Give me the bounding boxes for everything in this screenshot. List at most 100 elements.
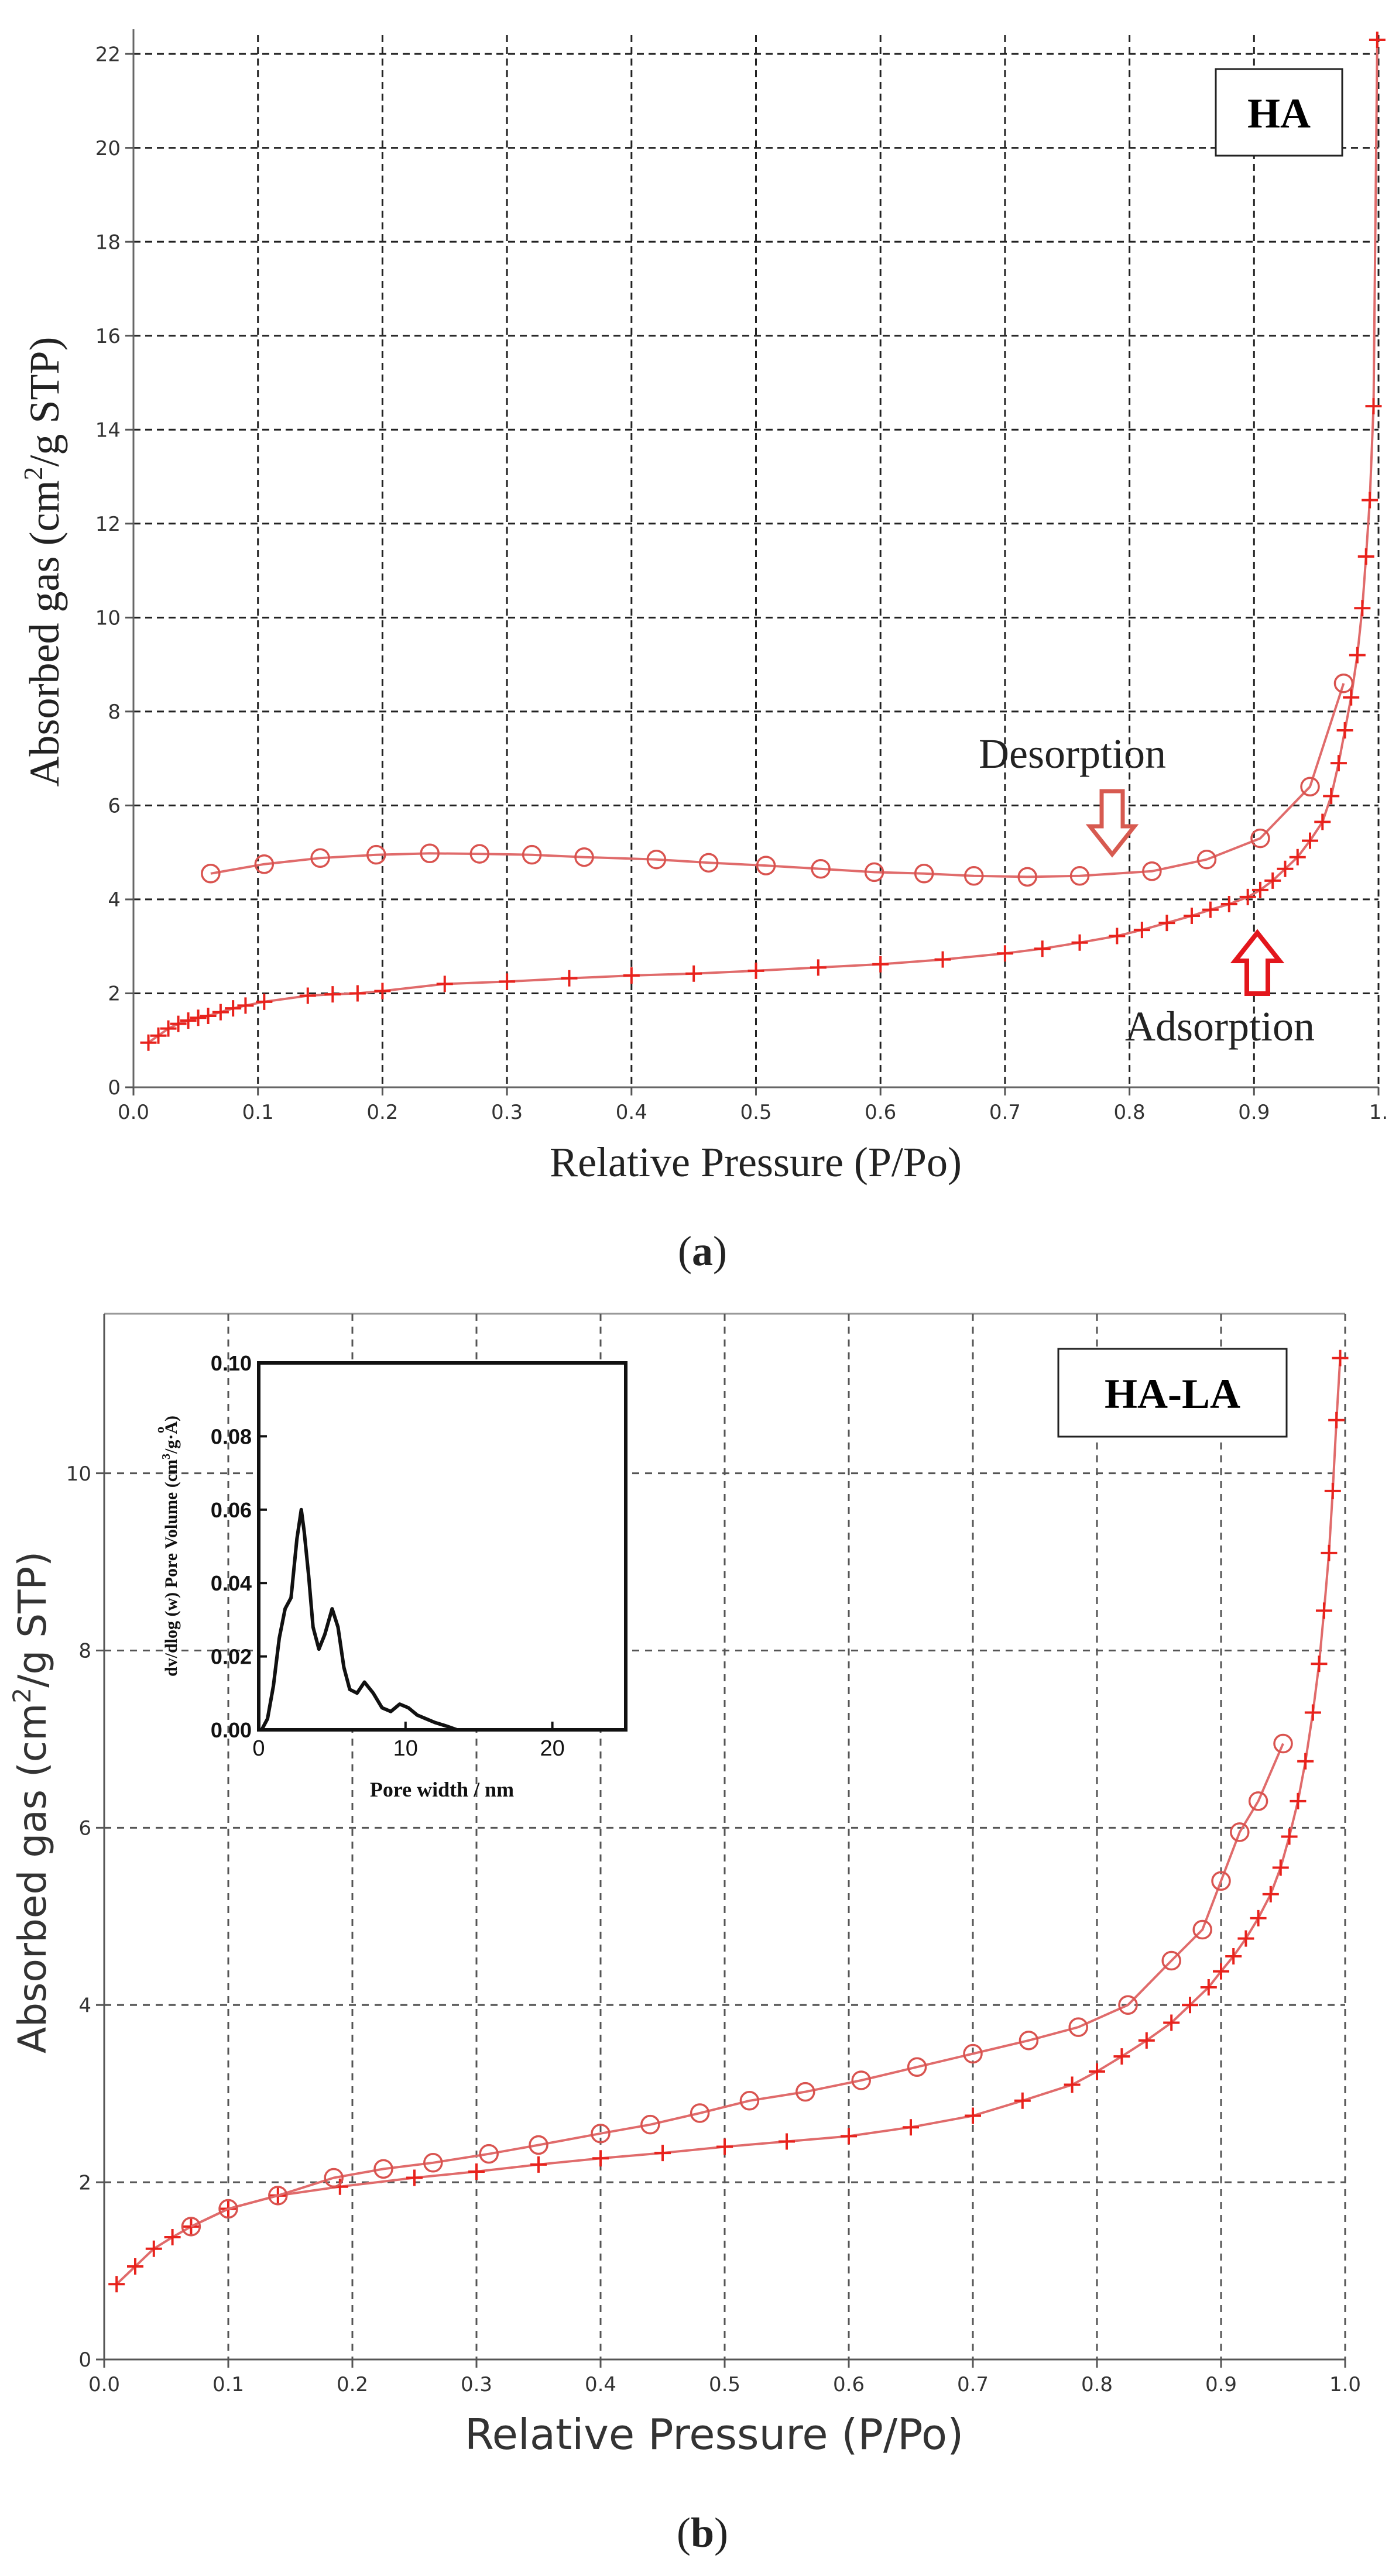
chart-b-desorption-point-9 (640, 2114, 660, 2135)
chart-b-x-tick-label-3: 0.3 (461, 2373, 492, 2396)
chart-b-desorption-point-16 (1019, 2031, 1039, 2051)
chart-b-x-tick-label-1: 0.1 (212, 2373, 244, 2396)
chart-a-desorption-annotation: Desorption (979, 730, 1166, 777)
chart-b-adsorption-point-16 (903, 2119, 919, 2136)
chart-a-y-tick-label-3: 6 (108, 795, 121, 818)
chart-a-adsorption-point-11 (299, 987, 316, 1004)
chart-a-adsorption-point-19 (685, 965, 702, 982)
chart-a-adsorption-point-43 (1343, 689, 1360, 706)
inset-y-tick-label-0: 0.00 (211, 1718, 252, 1742)
chart-a-x-tick-label-0: 0.0 (118, 1101, 149, 1124)
chart-a-adsorption-point-20 (747, 962, 764, 979)
chart-b-adsorption-point-39 (1324, 1482, 1341, 1499)
chart-a-x-tick-label-4: 0.4 (616, 1101, 647, 1124)
chart-a-adsorption-point-16 (499, 973, 516, 990)
chart-a-adsorption-point-21 (810, 959, 827, 976)
chart-a-adsorption-point-17 (561, 970, 578, 987)
chart-a-desorption-point-3 (366, 844, 386, 865)
inset-series (260, 1507, 458, 1732)
chart-a-adsorption-point-48 (1365, 398, 1382, 415)
chart-b-desorption-point-18 (1118, 1995, 1138, 2015)
chart-a-desorption-point-19 (1250, 828, 1270, 849)
chart-b-y-tick-label-5: 10 (66, 1462, 91, 1486)
chart-a-adsorption-point-35 (1264, 872, 1281, 889)
chart-b: 0.0 0.1 0.2 0.3 0.4 0.5 0.6 0.7 0.8 0.9 1.0 0 2 4 6 8 1… (8, 1313, 1361, 2556)
chart-a-adsorption-point-36 (1277, 860, 1294, 877)
chart-a-sample-label: HA (1215, 68, 1343, 157)
chart-a-y-tick-label-6: 12 (95, 513, 121, 536)
chart-b-desorption-line (190, 1743, 1284, 2228)
chart-a-y-tick-label-4: 8 (108, 700, 121, 724)
chart-b-desorption-point-11 (739, 2091, 760, 2111)
chart-b-sample-label-text: HA-LA (1105, 1371, 1240, 1417)
chart-a-desorption-point-21 (1333, 673, 1354, 693)
chart-a-desorption-point-6 (522, 844, 542, 865)
chart-b-desorption-point-14 (907, 2057, 927, 2077)
chart-b-desorption-point-5 (423, 2153, 443, 2173)
chart-b-desorption-point-23 (1248, 1791, 1268, 1811)
chart-b-adsorption-point-35 (1304, 1704, 1321, 1721)
chart-a-desorption-point-10 (756, 856, 776, 875)
chart-a-desorption-point-11 (811, 859, 831, 879)
chart-a-adsorption-point-25 (1034, 940, 1051, 957)
chart-b-x-tick-label-6: 0.6 (833, 2373, 865, 2396)
chart-a-y-tick-label-8: 16 (95, 325, 121, 348)
chart-a-adsorption-point-40 (1323, 788, 1340, 805)
chart-a-sample-label-text: HA (1247, 90, 1311, 137)
chart-a-adsorption-point-44 (1349, 647, 1366, 664)
chart-b-desorption-point-4 (373, 2159, 393, 2179)
chart-a-y-axis-label-main: Absorbed gas (cm (21, 480, 68, 787)
chart-a-adsorption-arrow (1230, 929, 1285, 996)
chart-b-sample-label-box (1057, 1348, 1288, 1438)
chart-a-x-tick-label-6: 0.6 (865, 1101, 896, 1124)
chart-b-desorption-point-20 (1192, 1919, 1212, 1940)
chart-a-sample-label-box (1215, 68, 1343, 157)
chart-b-adsorption-point-0 (108, 2276, 125, 2293)
chart-a-y-tick-label-7: 14 (95, 418, 121, 442)
chart-a-adsorption-point-3 (170, 1015, 187, 1032)
inset-y-tick-label-4: 0.08 (211, 1424, 252, 1448)
inset-ticks: 0 10 20 0.00 0.02 0.04 0.06 0.08 0.10 (211, 1351, 565, 1761)
chart-b-adsorption-point-18 (1014, 2092, 1031, 2109)
chart-a-desorption-point-20 (1300, 777, 1320, 797)
chart-b-adsorption-point-3 (164, 2229, 181, 2246)
chart-a-adsorption-point-45 (1354, 600, 1371, 617)
chart-a-adsorption-point-10 (256, 993, 273, 1010)
chart-b-x-tick-label-8: 0.8 (1081, 2373, 1113, 2396)
chart-b-desorption-point-22 (1230, 1822, 1250, 1842)
chart-b-x-tick-label-5: 0.5 (709, 2373, 740, 2396)
chart-a-desorption-point-8 (646, 849, 667, 870)
chart-b-adsorption-point-38 (1321, 1544, 1338, 1561)
chart-a-adsorption-point-22 (872, 956, 889, 973)
chart-b-x-tick-label-0: 0.0 (88, 2373, 120, 2396)
chart-b-x-tick-label-9: 0.9 (1205, 2373, 1237, 2396)
chart-a-desorption-point-18 (1196, 849, 1217, 870)
chart-b-desorption-point-7 (529, 2135, 548, 2155)
chart-a-series (140, 32, 1386, 1051)
chart-b-adsorption-point-4 (183, 2218, 200, 2235)
chart-b-adsorption-point-25 (1200, 1979, 1217, 1995)
chart-a-x-tick-label-5: 0.5 (740, 1101, 771, 1124)
chart-b-y-axis-label-rest: /g STP) (10, 1551, 55, 1688)
inset-y-axis-label-main: dv/dlog (w) Pore Volume (cm (162, 1459, 181, 1677)
inset-y-axis-label-rest: /g·A) (162, 1416, 181, 1454)
chart-a-x-ticks: 0.0 0.1 0.2 0.3 0.4 0.5 0.6 0.7 0.8 0.9 1. (118, 1087, 1388, 1124)
chart-b-y-tick-label-2: 4 (78, 1994, 91, 2017)
chart-b-desorption-point-21 (1211, 1871, 1231, 1891)
chart-a-adsorption-point-1 (150, 1027, 167, 1044)
chart-a-adsorption-point-7 (212, 1004, 229, 1021)
chart-b-y-ticks: 0 2 4 6 8 10 (66, 1462, 104, 2372)
chart-a-adsorption-annotation: Adsorption (1125, 1003, 1315, 1050)
chart-a-adsorption-point-8 (225, 1000, 242, 1017)
chart-b-desorption-point-2 (268, 2186, 288, 2206)
chart-b-y-tick-label-4: 8 (78, 1640, 91, 1663)
chart-b-y-axis-label: Absorbed gas (cm2/g STP) (8, 1551, 55, 2053)
chart-a: 0.0 0.1 0.2 0.3 0.4 0.5 0.6 0.7 0.8 0.9 1. 0 2 4 6 8 10… (18, 29, 1388, 1275)
chart-b-y-tick-label-0: 0 (78, 2348, 91, 2372)
chart-a-adsorption-point-6 (200, 1007, 217, 1024)
chart-a-adsorption-point-33 (1239, 888, 1256, 905)
chart-a-adsorption-point-41 (1330, 755, 1347, 772)
chart-b-x-tick-label-4: 0.4 (585, 2373, 616, 2396)
chart-b-desorption-point-12 (795, 2082, 815, 2102)
